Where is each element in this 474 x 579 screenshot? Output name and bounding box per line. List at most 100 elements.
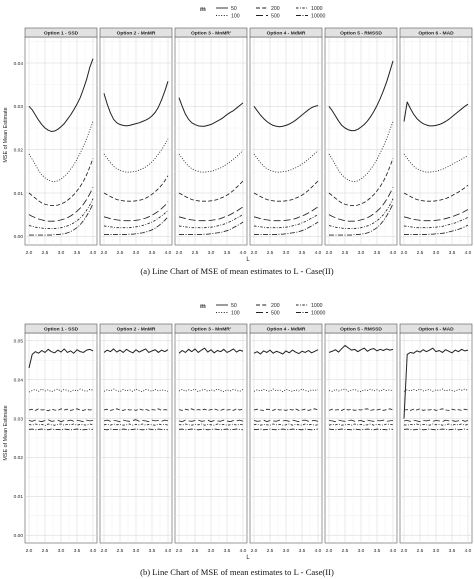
series-line-m100 bbox=[103, 138, 169, 173]
x-tick-label: 4.0 bbox=[165, 250, 172, 256]
legend-label-500: 500 bbox=[271, 14, 280, 20]
series-line-m500 bbox=[178, 419, 244, 423]
x-tick-label: 2.5 bbox=[117, 250, 124, 256]
x-tick-label: 2.5 bbox=[417, 548, 424, 554]
x-tick-label: 2.5 bbox=[267, 548, 274, 554]
facet-title: Option 2 - MnMR bbox=[117, 327, 156, 333]
series-line-m200 bbox=[328, 158, 394, 206]
x-tick-label: 2.5 bbox=[342, 250, 349, 256]
x-tick-label: 2.5 bbox=[192, 548, 199, 554]
x-tick-label: 4.0 bbox=[390, 250, 397, 256]
x-tick-label: 3.5 bbox=[374, 250, 381, 256]
series-line-m10000 bbox=[179, 221, 244, 236]
series-line-m100 bbox=[178, 150, 244, 173]
series-line-m10000 bbox=[404, 224, 469, 236]
y-tick-label: 0.04 bbox=[14, 377, 24, 383]
series-line-m100 bbox=[28, 121, 94, 183]
series-line-m200 bbox=[253, 180, 319, 202]
series-line-m100 bbox=[403, 388, 469, 392]
series-line-m200 bbox=[178, 408, 244, 411]
series-line-m200 bbox=[103, 408, 169, 411]
x-tick-label: 3.5 bbox=[224, 250, 231, 256]
series-line-m10000 bbox=[28, 428, 94, 431]
series-line-m100 bbox=[253, 150, 319, 173]
legend-label-10000: 10000 bbox=[311, 311, 326, 317]
x-tick-label: 3.5 bbox=[224, 548, 231, 554]
x-tick-label: 2.5 bbox=[117, 548, 124, 554]
series-line-m100 bbox=[328, 388, 394, 393]
series-line-m100 bbox=[28, 388, 94, 393]
series-line-m10000 bbox=[328, 428, 394, 431]
x-tick-label: 3.0 bbox=[208, 548, 215, 554]
x-tick-label: 3.0 bbox=[133, 250, 140, 256]
series-line-m1000 bbox=[403, 216, 469, 229]
y-tick-label: 0.00 bbox=[14, 234, 24, 240]
y-tick-label: 0.00 bbox=[14, 533, 24, 539]
series-line-m1000 bbox=[328, 423, 394, 426]
y-tick-label: 0.02 bbox=[14, 147, 24, 153]
x-tick-label: 2.0 bbox=[401, 548, 408, 554]
x-tick-label: 3.0 bbox=[433, 250, 440, 256]
series-line-m1000 bbox=[403, 423, 469, 426]
legend-title: m bbox=[200, 303, 206, 310]
series-line-m1000 bbox=[328, 198, 394, 229]
x-tick-label: 2.0 bbox=[26, 548, 33, 554]
facet-title: Option 1 - SSD bbox=[44, 31, 79, 37]
facet-strip bbox=[399, 27, 473, 38]
series-line-m500 bbox=[328, 419, 394, 423]
facet-strip bbox=[174, 27, 248, 38]
legend-label-10000: 10000 bbox=[311, 14, 326, 20]
facet-title: Option 6 - MAD bbox=[418, 327, 454, 333]
series-line-m1000 bbox=[28, 423, 94, 426]
series-line-m10000 bbox=[403, 428, 469, 431]
series-line-m500 bbox=[178, 206, 244, 222]
x-tick-label: 3.0 bbox=[133, 548, 140, 554]
series-line-m200 bbox=[103, 175, 169, 202]
series-line-m200 bbox=[28, 408, 94, 412]
facet-title: Option 5 - RMSSD bbox=[340, 31, 382, 37]
series-line-m500 bbox=[253, 206, 319, 222]
x-tick-label: 3.0 bbox=[283, 548, 290, 554]
x-tick-label: 3.0 bbox=[283, 250, 290, 256]
y-tick-label: 0.03 bbox=[14, 104, 24, 110]
x-tick-label: 2.0 bbox=[251, 250, 258, 256]
legend-title: m bbox=[200, 6, 206, 13]
series-line-m500 bbox=[328, 187, 394, 222]
series-line-m10000 bbox=[254, 221, 319, 236]
x-tick-label: 4.0 bbox=[315, 548, 322, 554]
series-line-m50 bbox=[178, 347, 244, 354]
x-tick-label: 3.0 bbox=[433, 548, 440, 554]
x-tick-label: 3.0 bbox=[358, 548, 365, 554]
x-tick-label: 4.0 bbox=[165, 548, 172, 554]
facet-strip bbox=[99, 27, 173, 38]
series-line-m200 bbox=[178, 180, 244, 202]
facet-strip bbox=[99, 323, 173, 334]
facet-title: Option 5 - RMSSD bbox=[340, 327, 382, 333]
series-line-m500 bbox=[403, 209, 469, 222]
series-line-m1000 bbox=[178, 214, 244, 229]
x-tick-label: 3.0 bbox=[58, 250, 65, 256]
x-tick-label: 2.5 bbox=[342, 548, 349, 554]
series-line-m100 bbox=[403, 153, 469, 173]
x-tick-label: 2.0 bbox=[326, 250, 333, 256]
series-line-m200 bbox=[403, 408, 469, 411]
caption-a: (a) Line Chart of MSE of mean estimates … bbox=[140, 266, 334, 276]
series-line-m10000 bbox=[254, 428, 319, 431]
series-line-m200 bbox=[403, 184, 469, 202]
x-tick-label: 2.5 bbox=[417, 250, 424, 256]
y-tick-label: 0.04 bbox=[14, 61, 24, 67]
series-line-m10000 bbox=[104, 216, 169, 236]
y-tick-label: 0.03 bbox=[14, 416, 24, 422]
series-line-m500 bbox=[403, 419, 469, 423]
legend-label-100: 100 bbox=[231, 311, 240, 317]
facet-strip bbox=[324, 27, 398, 38]
legend-label-100: 100 bbox=[231, 14, 240, 20]
legend-label-200: 200 bbox=[271, 303, 280, 309]
facet-strip bbox=[174, 323, 248, 334]
series-line-m10000 bbox=[103, 428, 169, 431]
facet-strip bbox=[249, 27, 323, 38]
x-tick-label: 3.5 bbox=[74, 250, 81, 256]
x-tick-label: 2.0 bbox=[326, 548, 333, 554]
facet-title: Option 2 - MnMR bbox=[117, 31, 156, 37]
series-line-m1000 bbox=[253, 423, 319, 426]
